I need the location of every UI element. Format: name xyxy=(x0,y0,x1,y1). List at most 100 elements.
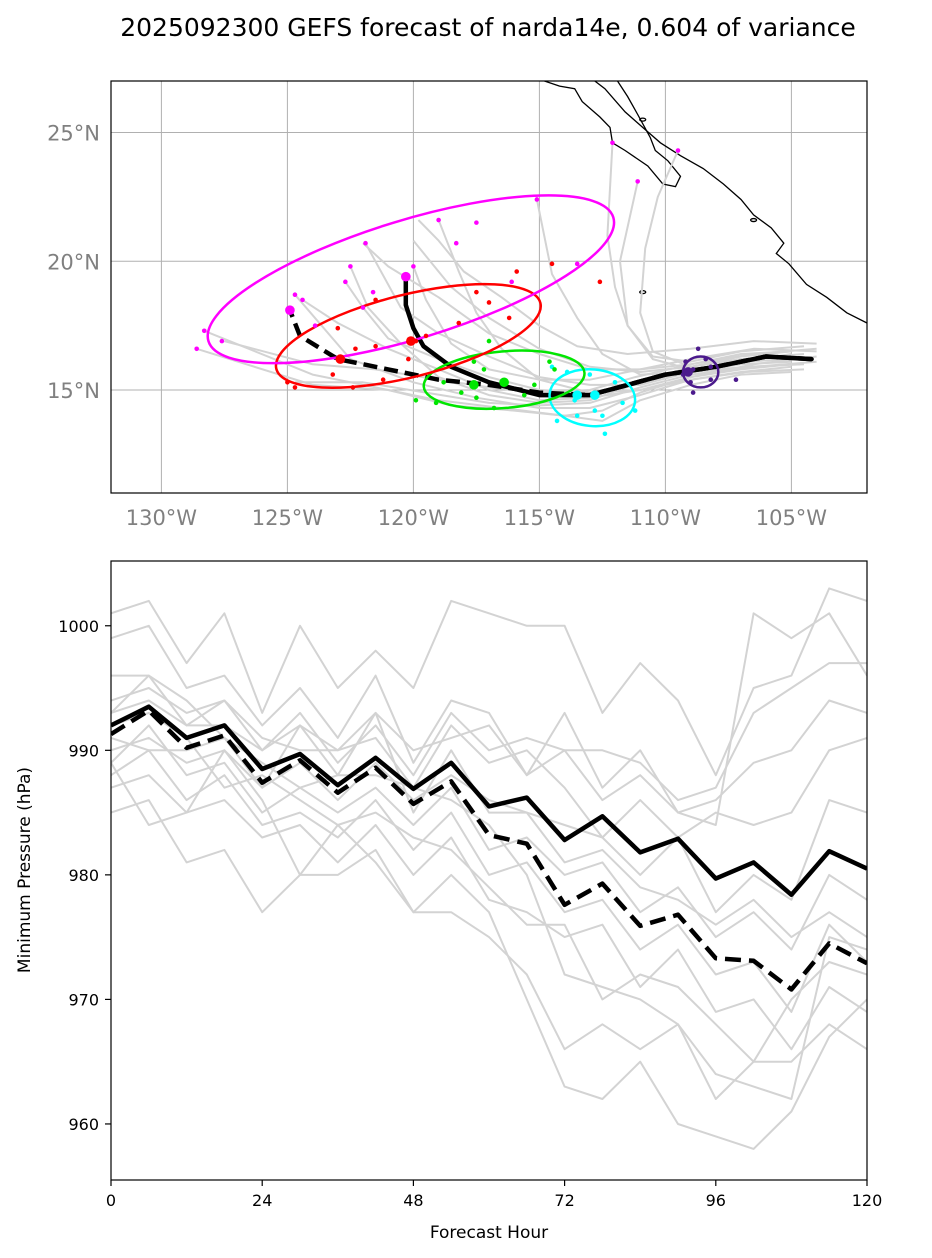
x-tick-label: 96 xyxy=(706,1191,726,1210)
member-point-day5 xyxy=(411,264,416,269)
x-tick-label: 120 xyxy=(852,1191,883,1210)
member-point-day1 xyxy=(688,379,693,385)
pressure-member-line xyxy=(111,774,867,1051)
pressure-frame xyxy=(110,560,868,1181)
map-lon-tick-label: 120°W xyxy=(378,506,450,530)
member-point-day5 xyxy=(436,217,441,223)
pressure-member-line xyxy=(111,662,867,802)
mean-marker-day1 xyxy=(683,367,693,377)
uncertainty-ellipse-day2 xyxy=(548,368,637,428)
pressure-panel: 0 24 48 72 96 120 960 970 980 990 1000 Forecast Ho… xyxy=(15,560,882,1243)
member-point-day4 xyxy=(330,372,336,377)
member-point-day5 xyxy=(343,279,348,285)
member-point-day4 xyxy=(335,325,341,331)
member-point-day1 xyxy=(703,356,709,362)
member-point-day4 xyxy=(506,315,512,321)
member-point-day4 xyxy=(353,346,358,352)
member-point-day4 xyxy=(486,300,492,305)
mean-marker-day4 xyxy=(335,354,346,364)
figure-title: 2025092300 GEFS forecast of narda14e, 0.… xyxy=(120,13,856,42)
member-point-day1 xyxy=(695,346,701,352)
member-point-day5 xyxy=(363,240,368,246)
member-point-day3 xyxy=(491,405,497,411)
x-tick-label: 0 xyxy=(106,1191,116,1210)
member-point-day5 xyxy=(360,305,366,310)
uncertainty-ellipse-day1 xyxy=(681,355,720,389)
pressure-member-line xyxy=(111,736,867,1100)
member-point-day5 xyxy=(348,264,353,269)
member-point-day2 xyxy=(620,400,625,406)
pressure-mean-dashed xyxy=(111,708,867,992)
pressure-ticks: 0 24 48 72 96 120 960 970 980 990 1000 xyxy=(58,617,882,1210)
pressure-lines xyxy=(111,587,867,1150)
map-background xyxy=(111,81,867,493)
member-point-day4 xyxy=(406,356,411,362)
pressure-member-line xyxy=(111,699,867,839)
pressure-member-line xyxy=(111,674,867,939)
member-point-day3 xyxy=(458,390,464,395)
map-lon-tick-label: 110°W xyxy=(630,506,702,530)
member-point-day2 xyxy=(554,418,560,424)
member-point-day4 xyxy=(597,279,603,285)
member-point-day3 xyxy=(474,395,479,401)
member-point-day5 xyxy=(312,323,318,328)
member-point-day3 xyxy=(486,338,492,344)
x-tick-label: 24 xyxy=(252,1191,272,1210)
member-point-day4 xyxy=(285,379,290,385)
member-point-day5 xyxy=(300,297,305,303)
member-point-day4 xyxy=(474,289,479,295)
island xyxy=(639,117,647,122)
member-track xyxy=(362,242,817,371)
member-point-day5 xyxy=(574,261,580,267)
pressure-member-line xyxy=(111,799,867,1100)
member-point-day1 xyxy=(683,359,688,364)
member-track xyxy=(417,219,817,355)
coastline-mainland xyxy=(594,81,867,324)
mean-track-dashed xyxy=(287,309,812,398)
member-point-day3 xyxy=(481,367,487,372)
member-point-day4 xyxy=(514,269,520,274)
map-lat-tick-label: 25°N xyxy=(47,122,100,146)
member-point-day2 xyxy=(632,408,638,413)
y-tick-label: 960 xyxy=(68,1115,99,1134)
member-point-day5 xyxy=(370,289,376,295)
member-point-day3 xyxy=(532,382,537,388)
member-point-day5 xyxy=(610,140,615,146)
member-point-day1 xyxy=(733,377,739,383)
pressure-member-line xyxy=(111,724,867,951)
y-tick-label: 980 xyxy=(68,866,99,885)
member-point-day2 xyxy=(564,369,570,375)
island xyxy=(749,217,758,223)
member-point-day5 xyxy=(474,220,479,225)
member-point-day4 xyxy=(350,385,356,390)
member-point-day4 xyxy=(292,385,298,390)
y-tick-label: 970 xyxy=(68,990,99,1009)
member-point-day1 xyxy=(708,364,714,370)
member-point-day4 xyxy=(373,343,378,349)
member-point-day3 xyxy=(413,398,419,403)
x-tick-label: 48 xyxy=(403,1191,423,1210)
map-lon-tick-label: 115°W xyxy=(504,506,576,530)
member-point-day4 xyxy=(456,320,462,326)
map-lon-tick-label: 105°W xyxy=(756,506,828,530)
member-point-day5 xyxy=(534,197,540,202)
member-point-day2 xyxy=(587,372,593,377)
member-point-day2 xyxy=(574,413,580,419)
mean-marker-day3 xyxy=(469,380,479,390)
y-axis-label: Minimum Pressure (hPa) xyxy=(15,767,35,973)
pressure-member-line xyxy=(111,587,867,777)
member-point-day1 xyxy=(690,390,696,395)
member-point-day5 xyxy=(201,328,207,334)
member-point-day5 xyxy=(509,279,514,285)
member-point-day4 xyxy=(380,377,386,383)
map-lon-tick-label: 125°W xyxy=(252,506,324,530)
map-content xyxy=(194,81,867,437)
mean-marker-day2 xyxy=(590,390,600,400)
pressure-mean-solid xyxy=(111,704,867,898)
x-tick-label: 72 xyxy=(554,1191,574,1210)
mean-marker-day5 xyxy=(285,305,295,315)
uncertainty-ellipse-day3 xyxy=(422,349,586,411)
track-map-panel: 130°W 125°W 120°W 115°W 110°W 105°W 15°N 20°N 25… xyxy=(47,80,868,530)
member-point-day3 xyxy=(441,379,446,385)
